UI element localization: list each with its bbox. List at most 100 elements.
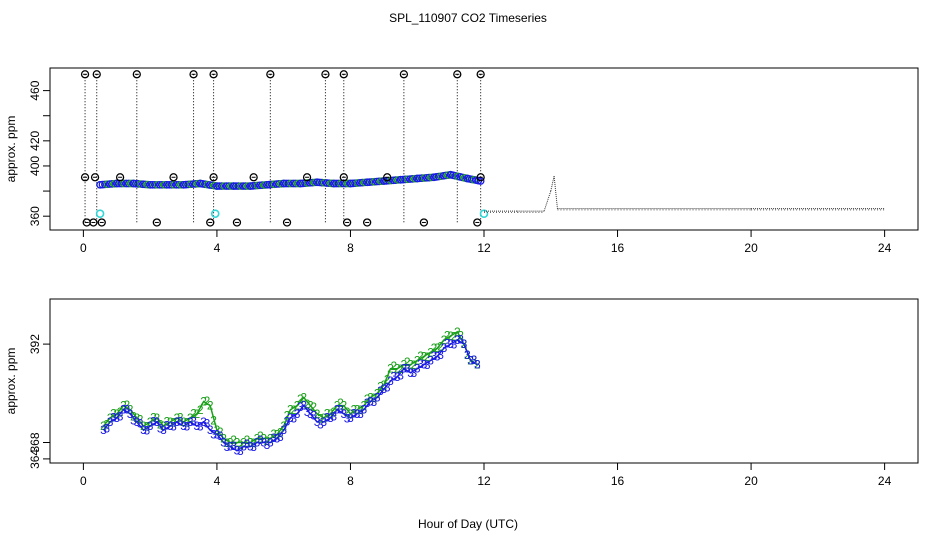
marker-2: 2 (387, 362, 394, 376)
marker-2: 2 (217, 425, 224, 439)
outlier-point (115, 173, 125, 182)
marker-3: 3 (234, 444, 241, 458)
bottom-panel-frame (49, 298, 919, 464)
marker-3: 3 (194, 419, 201, 433)
mean-point (289, 179, 298, 188)
mean-point (165, 180, 174, 189)
tail-trace (543, 190, 552, 212)
marker-3: 3 (177, 415, 184, 429)
marker-2: 2 (354, 403, 361, 417)
marker-3: 3 (287, 411, 294, 425)
marker-3: 3 (277, 430, 284, 444)
marker-3: 3 (364, 396, 371, 410)
x-tick-label: 20 (744, 241, 758, 255)
marker-2: 2 (457, 328, 464, 342)
marker-2: 2 (377, 380, 384, 394)
marker-2: 2 (330, 405, 337, 419)
marker-2: 2 (384, 372, 391, 386)
mean-point (344, 179, 352, 188)
marker-2: 2 (270, 427, 277, 441)
marker-2: 2 (133, 411, 140, 425)
top-panel-data (80, 70, 885, 227)
marker-3: 3 (451, 338, 458, 352)
marker-2: 2 (264, 434, 271, 448)
top-panel-frame (49, 67, 919, 231)
marker-2: 2 (207, 399, 214, 413)
outlier-point (282, 218, 292, 227)
marker-3: 3 (264, 438, 271, 452)
marker-2: 2 (113, 407, 120, 421)
mean-point (112, 179, 121, 188)
marker-3: 3 (217, 429, 224, 443)
marker-2: 2 (130, 409, 137, 423)
marker-3: 3 (160, 423, 167, 437)
mean-point (476, 177, 485, 185)
marker-2: 2 (153, 411, 160, 425)
marker-3: 3 (244, 437, 251, 451)
outlier-point (209, 70, 218, 79)
outlier-point (132, 70, 141, 79)
y-tick-label: 420 (28, 131, 42, 151)
bottom-panel-data: 2222222222222222222222222222222222222222… (100, 325, 481, 458)
marker-2: 2 (200, 395, 207, 409)
marker-3: 3 (214, 427, 221, 441)
marker-3: 3 (257, 433, 264, 447)
marker-3: 3 (187, 415, 194, 429)
marker-2: 2 (257, 429, 264, 443)
outlier-point (89, 218, 98, 227)
marker-3: 3 (384, 381, 391, 395)
mean-point (222, 182, 231, 190)
marker-3: 3 (314, 415, 321, 429)
marker-2: 2 (407, 358, 414, 372)
marker-2: 2 (190, 406, 197, 420)
mean-point (234, 182, 243, 190)
marker-3: 3 (334, 403, 341, 417)
mean-point (241, 182, 250, 190)
marker-3: 3 (471, 353, 478, 367)
tail-trace (553, 175, 558, 209)
marker-3: 3 (140, 423, 147, 437)
outlier-point (339, 70, 348, 79)
marker-3: 3 (117, 409, 124, 423)
x-tick-label: 4 (214, 241, 221, 255)
mean-point (158, 180, 166, 189)
marker-3: 3 (227, 440, 234, 454)
marker-3: 3 (267, 436, 274, 450)
outlier-point (473, 218, 482, 227)
marker-2: 2 (277, 426, 284, 440)
x-tick-label: 16 (611, 241, 625, 255)
mean-point (167, 180, 176, 189)
marker-3: 3 (424, 358, 431, 372)
marker-2: 2 (327, 407, 334, 421)
marker-2: 2 (394, 362, 401, 376)
x-tick-label: 4 (214, 474, 221, 488)
marker-2: 2 (431, 341, 438, 355)
marker-3: 3 (180, 419, 187, 433)
marker-3: 3 (143, 424, 150, 438)
mean-point (96, 180, 104, 189)
marker-2: 2 (437, 340, 444, 354)
marker-3: 3 (164, 419, 171, 433)
outlier-point (80, 173, 90, 182)
outlier-point (399, 70, 409, 79)
x-tick-label: 24 (878, 241, 892, 255)
marker-3: 3 (200, 415, 207, 429)
marker-3: 3 (147, 419, 154, 433)
mean-point (148, 180, 157, 189)
mean-point (239, 182, 248, 190)
marker-3: 3 (174, 415, 181, 429)
marker-3: 3 (127, 407, 134, 421)
mean-point (146, 180, 155, 189)
marker-3: 3 (431, 349, 438, 363)
marker-3: 3 (123, 402, 130, 416)
marker-3: 3 (317, 417, 324, 431)
mean-point (329, 179, 338, 188)
cyan-marker (479, 209, 489, 218)
marker-2: 2 (314, 407, 321, 421)
mean-point (129, 179, 138, 188)
marker-2: 2 (340, 399, 347, 413)
marker-3: 3 (207, 423, 214, 437)
outlier-point (266, 70, 275, 79)
outlier-point (209, 173, 218, 182)
